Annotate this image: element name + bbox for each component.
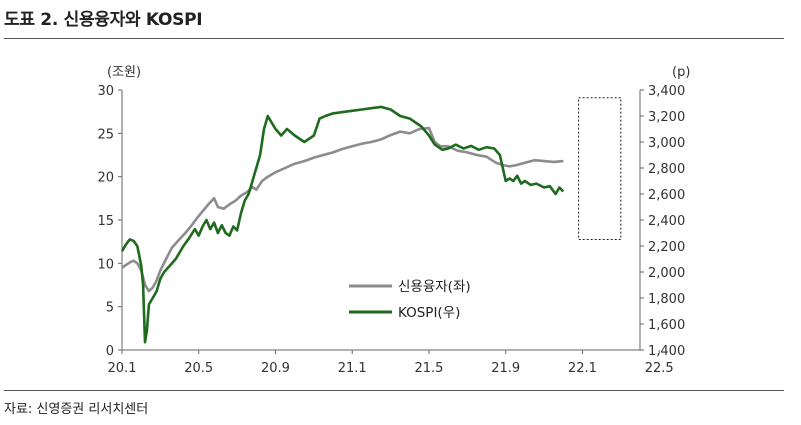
right-tick-label: 2,200 <box>648 240 685 255</box>
x-tick-label: 22.1 <box>568 361 597 376</box>
legend-label-kospi: KOSPI(우) <box>398 305 460 321</box>
right-tick-label: 1,600 <box>648 318 685 333</box>
legend-label-credit-loan: 신용융자(좌) <box>398 279 471 295</box>
right-tick-label: 1,800 <box>648 292 685 307</box>
figure-title: 도표 2. 신용융자와 KOSPI <box>4 10 203 30</box>
right-axis: 1,400 1,600 1,800 2,000 2,200 2,400 2,600 2,800… <box>639 84 685 359</box>
right-tick-label: 1,400 <box>648 344 685 359</box>
source-note: 자료: 신영증권 리서치센터 <box>4 402 149 417</box>
x-tick-label: 21.9 <box>491 361 520 376</box>
x-tick-label: 20.9 <box>261 361 290 376</box>
x-axis: 20.1 20.5 20.9 21.1 21.5 21.9 22.1 22.5 <box>108 349 674 376</box>
series-line-kospi <box>120 105 565 344</box>
left-tick-label: 25 <box>97 127 114 142</box>
left-tick-label: 15 <box>97 214 114 229</box>
left-axis-unit: (조원) <box>107 65 141 80</box>
right-tick-label: 2,800 <box>648 162 685 177</box>
left-tick-label: 20 <box>97 171 114 186</box>
right-tick-label: 3,000 <box>648 136 685 151</box>
x-tick-label: 22.5 <box>645 361 674 376</box>
left-tick-label: 30 <box>97 84 114 99</box>
right-tick-label: 3,200 <box>648 110 685 125</box>
x-tick-label: 21.1 <box>338 361 367 376</box>
left-tick-label: 0 <box>106 344 114 359</box>
right-tick-label: 2,400 <box>648 214 685 229</box>
legend: 신용융자(좌) KOSPI(우) <box>349 279 471 321</box>
right-tick-label: 2,600 <box>648 188 685 203</box>
x-tick-label: 20.5 <box>184 361 213 376</box>
left-tick-label: 5 <box>106 301 114 316</box>
title-divider <box>4 38 784 39</box>
highlight-box <box>578 97 622 240</box>
left-tick-label: 10 <box>97 257 114 272</box>
left-axis: 0 5 10 15 20 25 30 <box>97 84 123 359</box>
right-tick-label: 3,400 <box>648 84 685 99</box>
right-axis-unit: (p) <box>672 65 690 80</box>
source-divider <box>4 390 784 391</box>
series-line-credit-loan <box>121 126 564 293</box>
x-tick-label: 21.5 <box>414 361 443 376</box>
x-tick-label: 20.1 <box>108 361 137 376</box>
right-tick-label: 2,000 <box>648 266 685 281</box>
